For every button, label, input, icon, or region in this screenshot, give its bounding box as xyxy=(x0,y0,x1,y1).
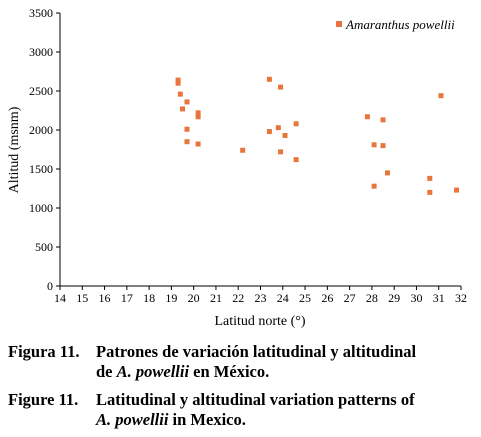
data-point xyxy=(427,175,433,181)
x-tick-label: 14 xyxy=(54,291,66,305)
data-point xyxy=(177,91,183,97)
data-point xyxy=(195,141,201,147)
x-axis-ticks: 14 15 16 17 18 19 20 21 22 23 24 25 26 27 28 29 30 31 32 xyxy=(54,286,467,305)
x-tick-label: 32 xyxy=(455,291,467,305)
data-point xyxy=(438,93,444,99)
x-tick-label: 30 xyxy=(410,291,422,305)
x-tick-label: 20 xyxy=(188,291,200,305)
data-point xyxy=(195,114,201,120)
caption-line1-es: Patrones de variación latitudinal y alti… xyxy=(96,342,417,361)
caption-label-es: Figura 11. xyxy=(8,342,80,361)
y-tick-label: 3500 xyxy=(29,6,53,20)
x-tick-label: 21 xyxy=(210,291,222,305)
x-tick-label: 16 xyxy=(99,291,111,305)
data-point xyxy=(184,99,190,105)
x-tick-label: 25 xyxy=(299,291,311,305)
x-tick-label: 18 xyxy=(143,291,155,305)
y-tick-label: 2000 xyxy=(29,123,53,137)
y-tick-label: 500 xyxy=(35,240,53,254)
y-axis-ticks: 0 500 1000 1500 2000 2500 3000 3500 xyxy=(29,6,60,293)
data-point xyxy=(427,189,433,195)
data-point xyxy=(282,132,288,138)
caption-line2-es: de A. powellii en México. xyxy=(96,362,269,382)
caption-label-en: Figure 11. xyxy=(8,390,79,409)
legend-label: Amaranthus powellii xyxy=(345,17,455,32)
legend-swatch xyxy=(336,21,342,27)
data-point xyxy=(175,80,181,86)
data-point xyxy=(240,147,246,153)
data-point xyxy=(293,157,299,163)
data-point xyxy=(278,149,284,155)
data-point xyxy=(266,76,272,82)
caption-line2-prefix-es: de xyxy=(96,362,117,381)
caption-line1-en: Latitudinal y altitudinal variation patt… xyxy=(96,390,415,409)
species-name-es: A. powellii xyxy=(116,362,190,381)
y-tick-label: 2500 xyxy=(29,84,53,98)
data-point xyxy=(364,114,370,120)
data-point xyxy=(275,125,281,131)
x-tick-label: 28 xyxy=(366,291,378,305)
data-point xyxy=(180,106,186,112)
data-point xyxy=(384,170,390,176)
caption-line2-suffix-es: en México. xyxy=(189,362,270,381)
x-tick-label: 19 xyxy=(165,291,177,305)
x-tick-label: 22 xyxy=(232,291,244,305)
x-tick-label: 31 xyxy=(433,291,445,305)
data-point xyxy=(175,77,181,83)
legend: Amaranthus powellii xyxy=(336,17,455,32)
y-tick-label: 3000 xyxy=(29,45,53,59)
caption-line2-suffix-en: in Mexico. xyxy=(168,410,246,429)
x-axis-title: Latitud norte (°) xyxy=(214,314,305,329)
x-tick-label: 23 xyxy=(255,291,267,305)
data-points xyxy=(175,76,460,195)
y-tick-label: 0 xyxy=(47,279,53,293)
x-tick-label: 15 xyxy=(76,291,88,305)
x-tick-label: 29 xyxy=(388,291,400,305)
x-tick-label: 26 xyxy=(321,291,333,305)
y-axis-title: Altitud (msnm) xyxy=(7,106,22,193)
data-point xyxy=(184,126,190,132)
data-point xyxy=(278,84,284,90)
data-point xyxy=(184,139,190,145)
y-tick-label: 1000 xyxy=(29,201,53,215)
y-tick-label: 1500 xyxy=(29,162,53,176)
data-point xyxy=(454,187,460,193)
species-name-en: A. powellii xyxy=(96,410,169,429)
x-tick-label: 27 xyxy=(344,291,356,305)
data-point xyxy=(371,183,377,189)
x-tick-label: 17 xyxy=(121,291,133,305)
data-point xyxy=(371,142,377,148)
data-point xyxy=(266,129,272,135)
data-point xyxy=(195,110,201,116)
data-point xyxy=(380,117,386,123)
data-point xyxy=(293,121,299,127)
caption-line2-en: A. powellii in Mexico. xyxy=(96,410,246,430)
data-point xyxy=(380,143,386,149)
x-tick-label: 24 xyxy=(277,291,289,305)
